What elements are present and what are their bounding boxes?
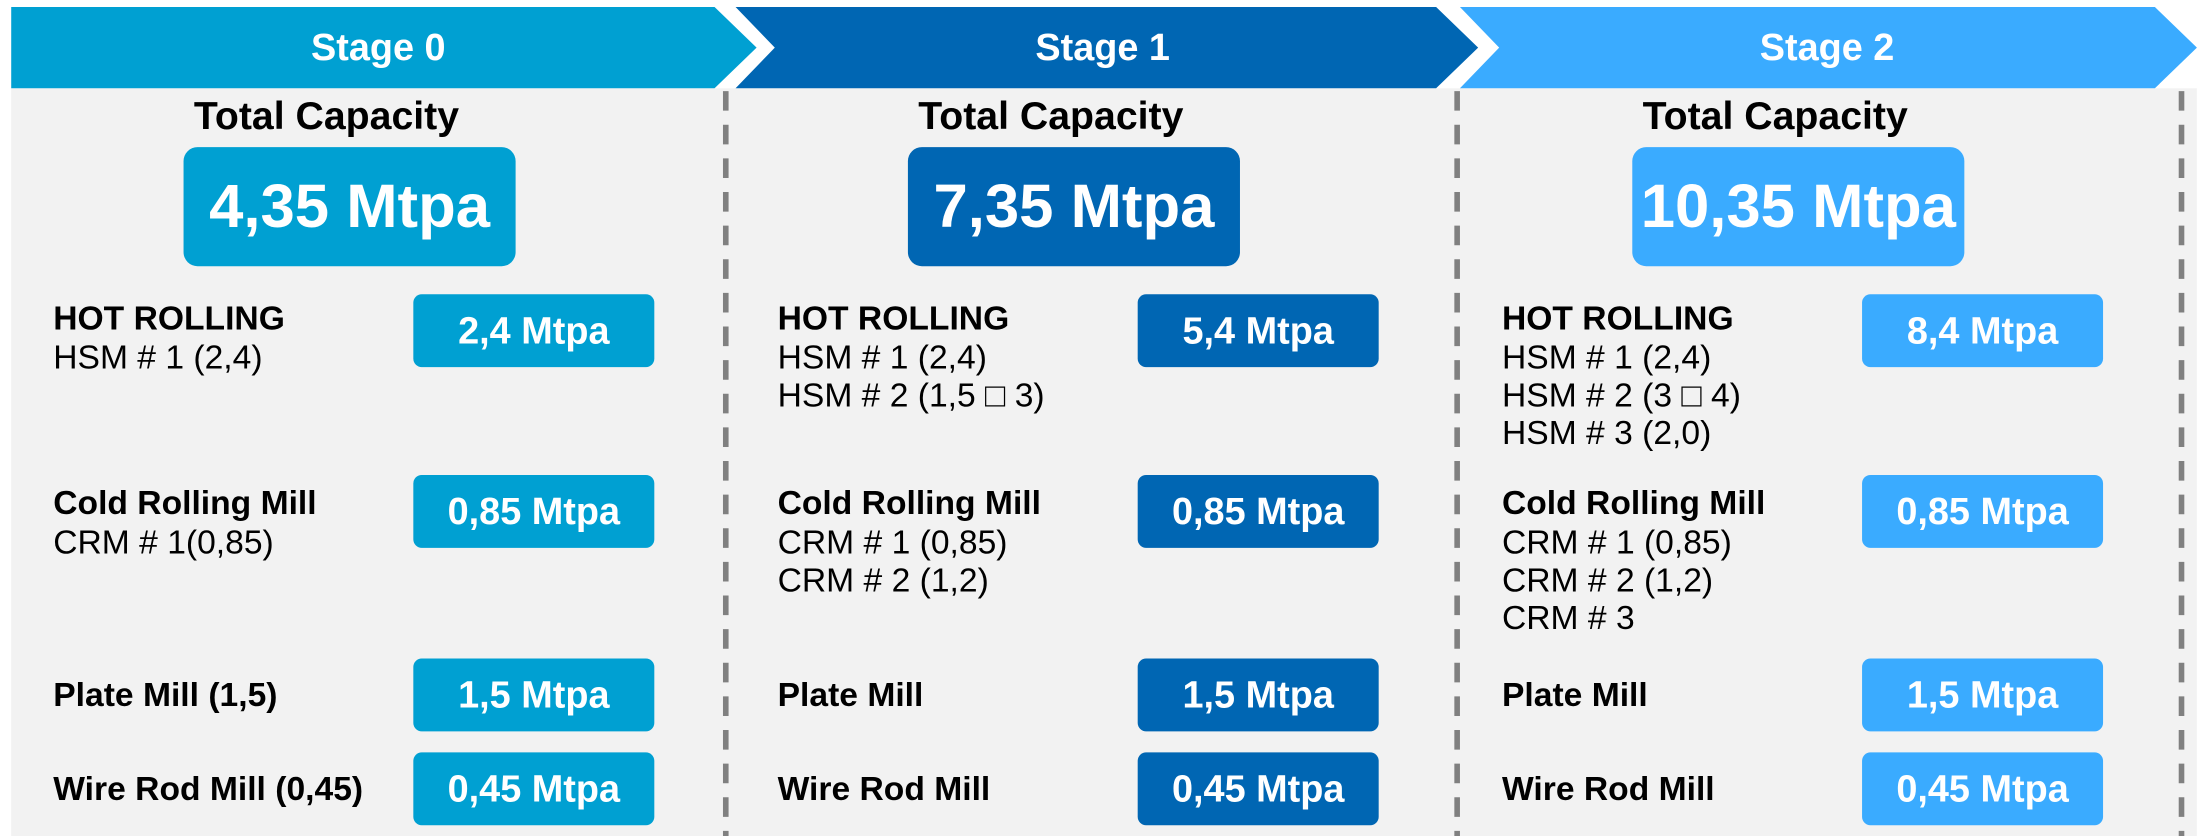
row-value: 0,45 Mtpa: [413, 752, 655, 826]
row-name: HOT ROLLING: [1501, 299, 1734, 338]
row-detail: CRM # 2 (1,2): [1501, 561, 1714, 600]
row-detail: HSM # 2 (3 □ 4): [1501, 376, 1741, 415]
capacity-label: Total Capacity: [918, 93, 1184, 138]
row-name: HOT ROLLING: [53, 299, 285, 338]
row-value: 0,85 Mtpa: [413, 474, 655, 548]
row-detail: CRM # 1 (0,85): [777, 524, 1008, 562]
stage-title: Stage 0: [311, 26, 446, 69]
row-detail: HSM # 1 (2,4): [53, 339, 263, 377]
row-value: 5,4 Mtpa: [1137, 294, 1379, 368]
row-detail: CRM # 2 (1,2): [777, 561, 989, 600]
row-detail: HSM # 1 (2,4): [1501, 339, 1712, 377]
stage-header: [11, 7, 757, 89]
row-value: 1,5 Mtpa: [413, 658, 655, 732]
row-name: Cold Rolling Mill: [53, 484, 317, 523]
row-value: 0,85 Mtpa: [1137, 474, 1379, 548]
row-value: 2,4 Mtpa: [413, 294, 655, 368]
row-name: Cold Rolling Mill: [1501, 484, 1766, 523]
row-detail: CRM # 1 (0,85): [1501, 524, 1732, 562]
row-value: 1,5 Mtpa: [1862, 658, 2104, 732]
row-value: 0,45 Mtpa: [1137, 752, 1379, 826]
row-detail: CRM # 3: [1501, 599, 1635, 638]
row-name: Plate Mill: [777, 676, 924, 715]
row-name: Wire Rod Mill: [1501, 770, 1715, 809]
capacity-label: Total Capacity: [193, 93, 460, 138]
row-detail: HSM # 2 (1,5 □ 3): [777, 376, 1045, 415]
row-detail: HSM # 1 (2,4): [777, 339, 987, 377]
capacity-label: Total Capacity: [1642, 93, 1908, 138]
row-name: Wire Rod Mill: [777, 770, 991, 809]
row-value: 0,85 Mtpa: [1862, 474, 2104, 548]
total-capacity: 4,35 Mtpa: [183, 147, 516, 267]
row-name: Plate Mill (1,5): [53, 676, 278, 715]
row-detail: CRM # 1(0,85): [53, 524, 274, 562]
row-value: 1,5 Mtpa: [1137, 658, 1379, 732]
total-capacity: 10,35 Mtpa: [1632, 147, 1965, 267]
row-name: Wire Rod Mill (0,45): [53, 770, 364, 809]
row-value: 8,4 Mtpa: [1862, 294, 2104, 368]
row-detail: HSM # 3 (2,0): [1501, 414, 1712, 453]
row-name: Cold Rolling Mill: [777, 484, 1041, 523]
row-name: Plate Mill: [1501, 676, 1648, 715]
total-capacity: 7,35 Mtpa: [907, 147, 1240, 267]
stage-header: [1459, 7, 2197, 89]
stage-title: Stage 1: [1035, 26, 1170, 69]
row-name: HOT ROLLING: [777, 299, 1010, 338]
row-value: 0,45 Mtpa: [1862, 752, 2104, 826]
stage-title: Stage 2: [1759, 26, 1895, 69]
stage-header: [735, 7, 1479, 89]
